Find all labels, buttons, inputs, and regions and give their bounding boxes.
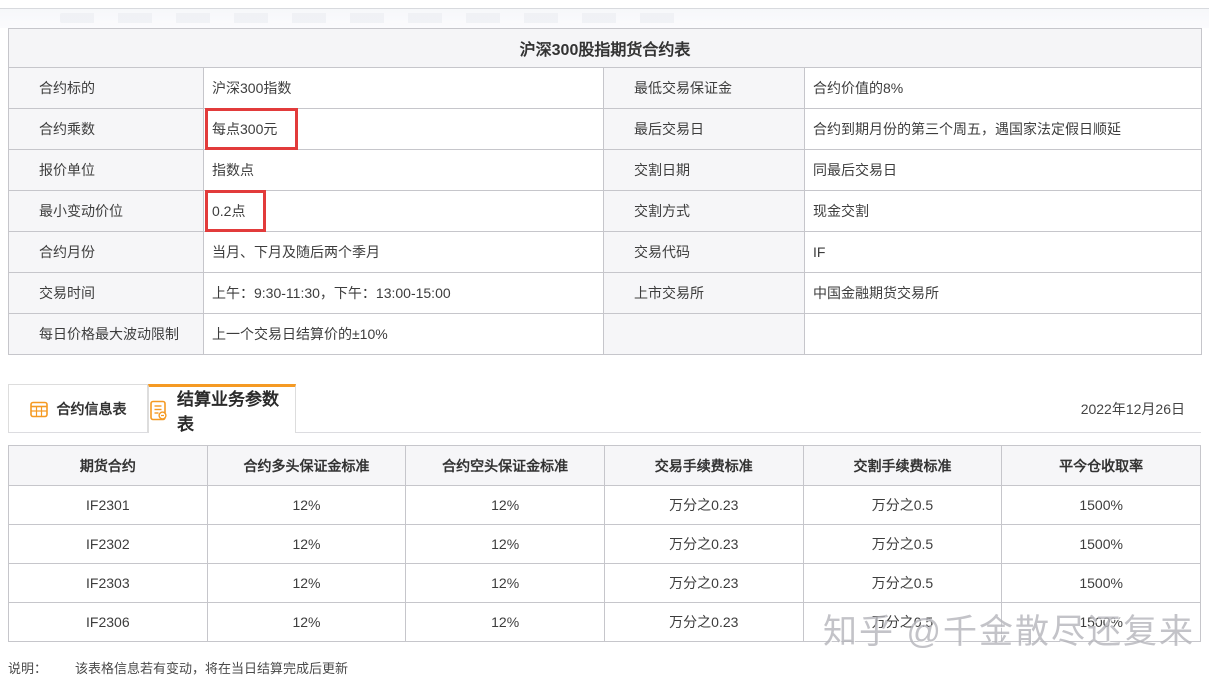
spec-table-body: 合约标的 沪深300指数 最低交易保证金 合约价值的8% 合约乘数 每点300元 最后交易日… [8, 67, 1203, 355]
spec-label: 交割方式 [603, 190, 805, 232]
settlement-date: 2022年12月26日 [1080, 401, 1185, 417]
tab-settlement-params[interactable]: 结算业务参数表 [148, 384, 296, 434]
browser-chrome-remnant [0, 0, 1209, 28]
spec-value: 0.2点 [203, 190, 604, 232]
spec-value: 沪深300指数 [203, 67, 604, 109]
spec-label: 最低交易保证金 [603, 67, 805, 109]
table-title: 沪深300股指期货合约表 [7, 28, 1203, 68]
params-table-body: IF2301 12% 12% 万分之0.23 万分之0.5 1500% IF2302 12% 1… [8, 485, 1201, 642]
contract-spec-section: 沪深300股指期货合约表 合约标的 沪深300指数 最低交易保证金 合约价值的8% 合约… [7, 28, 1203, 355]
contract-code-cell: IF2306 [8, 602, 208, 642]
table-row: IF2303 12% 12% 万分之0.23 万分之0.5 1500% [8, 563, 1201, 603]
red-highlight-box: 0.2点 [205, 190, 267, 232]
footnote: 说明： 该表格信息若有变动，将在当日结算完成后更新 [8, 658, 348, 677]
spec-label: 最小变动价位 [8, 190, 204, 232]
table-row: 合约标的 沪深300指数 最低交易保证金 合约价值的8% [8, 67, 1203, 109]
param-cell: 12% [206, 485, 407, 525]
column-header: 平今仓收取率 [1001, 445, 1201, 486]
settlement-params-table: 期货合约 合约多头保证金标准 合约空头保证金标准 交易手续费标准 交割手续费标准 平今仓收… [8, 445, 1201, 642]
column-header: 期货合约 [8, 445, 208, 486]
spec-value [803, 313, 1203, 355]
contract-code-cell: IF2302 [8, 524, 208, 564]
spec-label: 交割日期 [603, 149, 805, 191]
contract-spec-table: 沪深300股指期货合约表 合约标的 沪深300指数 最低交易保证金 合约价值的8% 合约… [7, 28, 1203, 355]
contract-code-cell: IF2301 [8, 485, 208, 525]
table-row: IF2301 12% 12% 万分之0.23 万分之0.5 1500% [8, 485, 1201, 525]
tab-label: 合约信息表 [56, 400, 127, 417]
param-cell: 12% [405, 563, 605, 603]
param-cell: 1500% [1001, 563, 1201, 603]
spec-label: 合约月份 [8, 231, 204, 273]
param-cell: 1500% [1001, 602, 1201, 642]
param-cell: 万分之0.23 [603, 602, 804, 642]
spec-label: 交易时间 [8, 272, 204, 314]
divider [0, 8, 1209, 9]
param-cell: 12% [405, 602, 605, 642]
param-cell: 12% [405, 485, 605, 525]
column-header: 合约空头保证金标准 [405, 445, 605, 486]
spec-value: 指数点 [203, 149, 604, 191]
spec-value: 中国金融期货交易所 [803, 272, 1203, 314]
contract-code-cell: IF2303 [8, 563, 208, 603]
tabs-bar: 合约信息表 结算业务参数表 2022年12月26日 [8, 384, 1201, 434]
tab-contract-info[interactable]: 合约信息表 [8, 384, 148, 432]
settlement-doc-icon [149, 400, 168, 421]
spec-value: 合约价值的8% [803, 67, 1203, 109]
param-cell: 12% [206, 524, 407, 564]
spec-label: 每日价格最大波动限制 [8, 313, 204, 355]
spec-label: 最后交易日 [603, 108, 805, 150]
column-header: 交割手续费标准 [802, 445, 1003, 486]
spec-value: 当月、下月及随后两个季月 [203, 231, 604, 273]
spec-value: 每点300元 [203, 108, 604, 150]
red-highlight-box: 每点300元 [205, 108, 299, 150]
spec-label: 上市交易所 [603, 272, 805, 314]
faded-toolbar-ghost [60, 13, 680, 23]
param-cell: 万分之0.23 [603, 563, 804, 603]
table-row: 每日价格最大波动限制 上一个交易日结算价的±10% [8, 313, 1203, 355]
param-cell: 万分之0.23 [603, 524, 804, 564]
params-header-row: 期货合约 合约多头保证金标准 合约空头保证金标准 交易手续费标准 交割手续费标准 平今仓收… [8, 445, 1201, 486]
param-cell: 万分之0.5 [802, 485, 1003, 525]
spec-label: 合约标的 [8, 67, 204, 109]
table-row: 最小变动价位 0.2点 交割方式 现金交割 [8, 190, 1203, 232]
table-row: 合约乘数 每点300元 最后交易日 合约到期月份的第三个周五，遇国家法定假日顺延 [8, 108, 1203, 150]
spec-value: 上一个交易日结算价的±10% [203, 313, 604, 355]
param-cell: 12% [206, 602, 407, 642]
param-cell: 12% [405, 524, 605, 564]
spec-label: 交易代码 [603, 231, 805, 273]
spec-value: 上午：9:30-11:30，下午：13:00-15:00 [203, 272, 604, 314]
table-row: 合约月份 当月、下月及随后两个季月 交易代码 IF [8, 231, 1203, 273]
param-cell: 万分之0.5 [802, 563, 1003, 603]
footnote-text: 该表格信息若有变动，将在当日结算完成后更新 [75, 661, 349, 676]
param-cell: 1500% [1001, 485, 1201, 525]
table-row: IF2306 12% 12% 万分之0.23 万分之0.5 1500% [8, 602, 1201, 642]
param-cell: 万分之0.23 [603, 485, 804, 525]
spec-value: 同最后交易日 [803, 149, 1203, 191]
settlement-params-section: 期货合约 合约多头保证金标准 合约空头保证金标准 交易手续费标准 交割手续费标准 平今仓收… [8, 445, 1201, 642]
param-cell: 万分之0.5 [802, 602, 1003, 642]
spec-label: 报价单位 [8, 149, 204, 191]
spec-value: 合约到期月份的第三个周五，遇国家法定假日顺延 [803, 108, 1203, 150]
spec-value: 现金交割 [803, 190, 1203, 232]
footnote-prefix: 说明： [8, 661, 48, 676]
param-cell: 万分之0.5 [802, 524, 1003, 564]
param-cell: 12% [206, 563, 407, 603]
calendar-icon [29, 400, 48, 418]
table-row: IF2302 12% 12% 万分之0.23 万分之0.5 1500% [8, 524, 1201, 564]
table-row: 交易时间 上午：9:30-11:30，下午：13:00-15:00 上市交易所 中国金… [8, 272, 1203, 314]
param-cell: 1500% [1001, 524, 1201, 564]
tab-label: 结算业务参数表 [177, 390, 279, 434]
spec-label: 合约乘数 [8, 108, 204, 150]
spec-label [603, 313, 805, 355]
column-header: 交易手续费标准 [603, 445, 804, 486]
table-row: 报价单位 指数点 交割日期 同最后交易日 [8, 149, 1203, 191]
column-header: 合约多头保证金标准 [206, 445, 407, 486]
spec-value: IF [803, 231, 1203, 273]
table-title-row: 沪深300股指期货合约表 [7, 28, 1203, 68]
